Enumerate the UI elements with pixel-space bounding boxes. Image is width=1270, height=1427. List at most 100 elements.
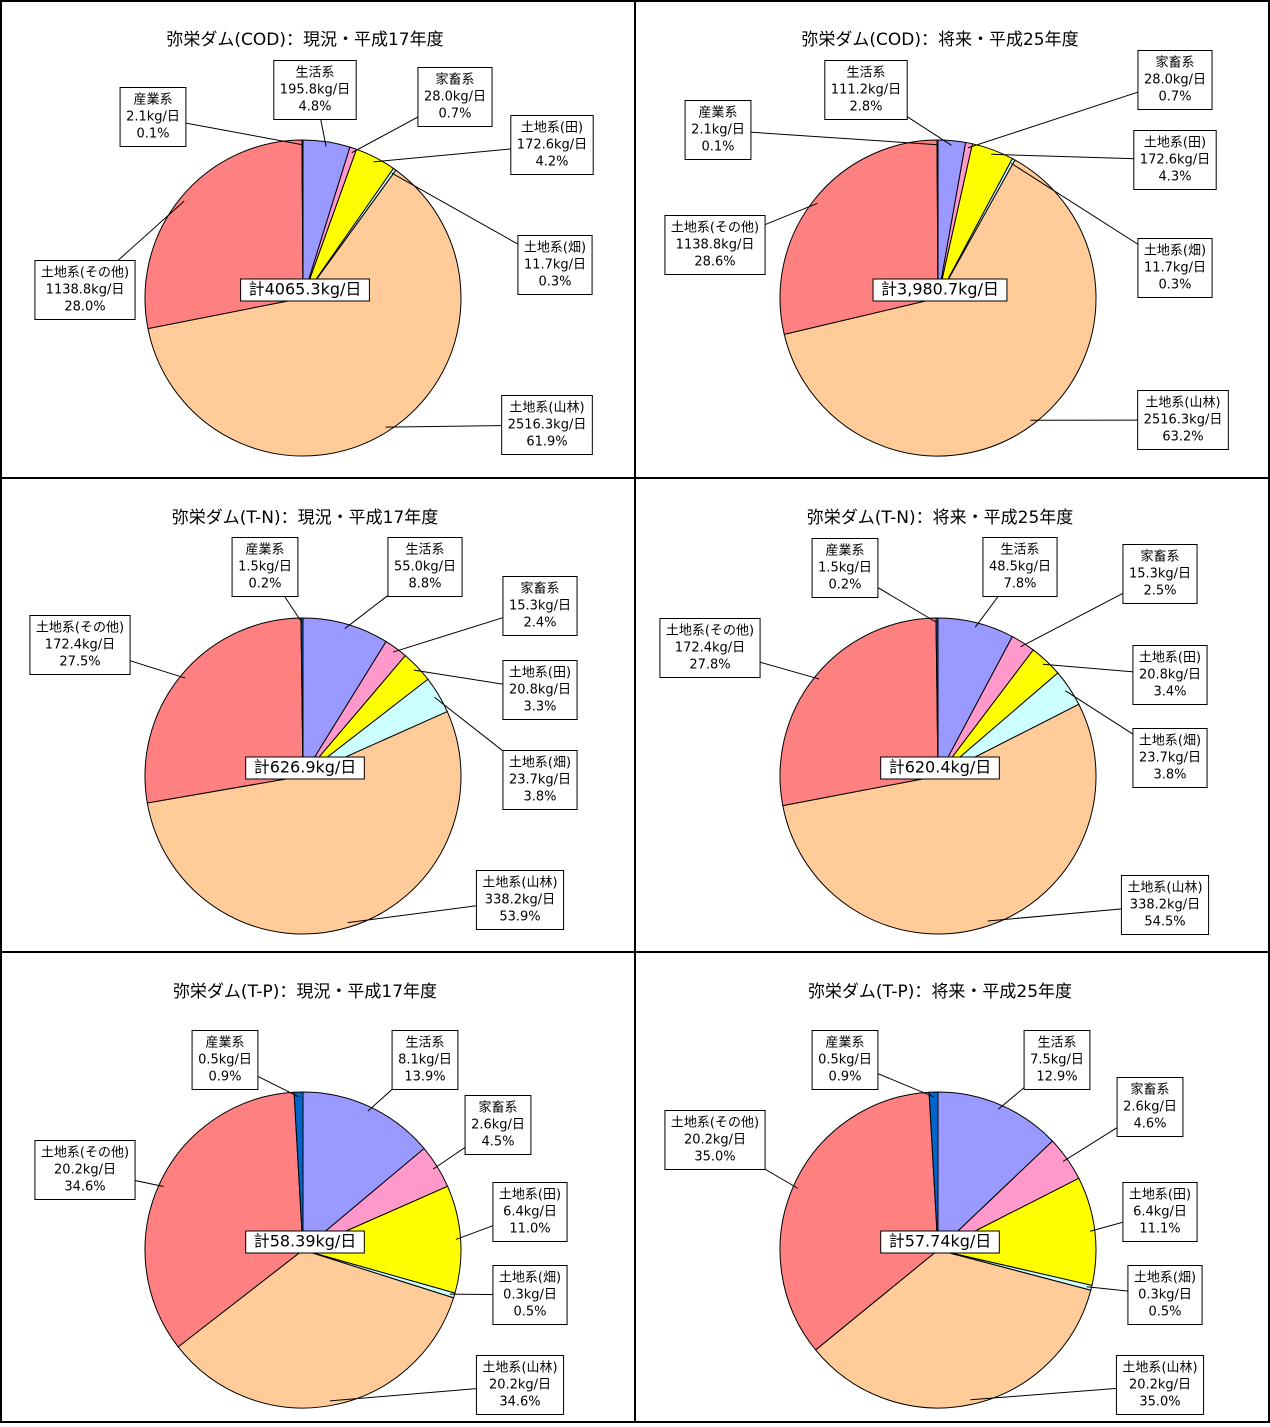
data-label: 産業系 <box>205 1035 244 1051</box>
total-label: 計4065.3kg/日 <box>249 280 362 299</box>
data-label: 土地系(畑) <box>509 756 571 771</box>
data-label: 土地系(山林) <box>1127 881 1202 896</box>
data-label: 4.2% <box>535 155 568 170</box>
data-label: 0.7% <box>438 107 471 122</box>
data-label: 28.6% <box>694 255 735 270</box>
data-label: 8.1kg/日 <box>398 1053 452 1068</box>
data-label: 338.2kg/日 <box>485 893 555 908</box>
data-label: 7.5kg/日 <box>1030 1053 1084 1068</box>
data-label: 12.9% <box>1036 1070 1077 1085</box>
data-label: 0.5% <box>1148 1305 1181 1320</box>
data-label: 0.1% <box>136 127 169 142</box>
data-label: 土地系(田) <box>521 121 583 136</box>
data-label: 土地系(田) <box>1144 136 1206 151</box>
chart-title: 弥栄ダム(COD)：将来・平成25年度 <box>801 30 1078 50</box>
data-label: 土地系(畑) <box>1134 1271 1196 1286</box>
data-label: 3.8% <box>1153 768 1186 783</box>
data-label: 3.8% <box>523 790 556 805</box>
data-label: 2.5% <box>1143 584 1176 599</box>
data-label: 34.6% <box>64 1180 105 1195</box>
data-label: 1138.8kg/日 <box>46 283 125 298</box>
data-label: 土地系(畑) <box>499 1271 561 1286</box>
data-label: 54.5% <box>1144 915 1185 930</box>
chart-title: 弥栄ダム(T-P)：将来・平成25年度 <box>808 982 1072 1002</box>
data-label: 172.4kg/日 <box>675 641 745 656</box>
data-label: 2.1kg/日 <box>691 123 745 138</box>
total-label: 計620.4kg/日 <box>889 758 992 777</box>
data-label: 0.9% <box>828 1070 861 1085</box>
data-label: 0.3% <box>1158 278 1191 293</box>
data-label: 土地系(山林) <box>1145 396 1220 411</box>
data-label: 土地系(その他) <box>36 621 124 636</box>
data-label: 土地系(山林) <box>1122 1361 1197 1376</box>
data-label: 0.5% <box>513 1305 546 1320</box>
data-label: 家畜系 <box>1130 1082 1169 1098</box>
data-label: 0.1% <box>701 140 734 155</box>
chart-title: 弥栄ダム(COD)：現況・平成17年度 <box>166 30 443 50</box>
data-label: 家畜系 <box>478 1100 517 1116</box>
data-label: 23.7kg/日 <box>509 773 571 788</box>
data-label: 27.5% <box>59 655 100 670</box>
data-label: 産業系 <box>133 92 172 108</box>
total-label: 計3,980.7kg/日 <box>881 280 999 299</box>
data-label: 4.8% <box>298 100 331 115</box>
data-label: 土地系(田) <box>499 1188 561 1203</box>
data-label: 35.0% <box>1139 1395 1180 1410</box>
data-label: 土地系(田) <box>509 666 571 681</box>
data-label: 20.2kg/日 <box>54 1163 116 1178</box>
data-label: 34.6% <box>499 1395 540 1410</box>
data-label: 0.2% <box>828 578 861 593</box>
data-label: 27.8% <box>689 658 730 673</box>
data-label: 産業系 <box>825 1035 864 1051</box>
data-label: 11.1% <box>1139 1222 1180 1237</box>
data-label: 6.4kg/日 <box>1133 1205 1187 1220</box>
data-label: 生活系 <box>405 1036 444 1051</box>
data-label: 20.2kg/日 <box>489 1378 551 1393</box>
data-label: 土地系(その他) <box>671 221 759 236</box>
data-label: 20.2kg/日 <box>684 1133 746 1148</box>
data-label: 2.4% <box>523 616 556 631</box>
data-label: 20.2kg/日 <box>1129 1378 1191 1393</box>
data-label: 28.0% <box>64 300 105 315</box>
data-label: 195.8kg/日 <box>280 83 350 98</box>
data-label: 土地系(畑) <box>1139 734 1201 749</box>
data-label: 1138.8kg/日 <box>676 238 755 253</box>
data-label: 11.7kg/日 <box>1144 261 1206 276</box>
data-label: 20.8kg/日 <box>1139 668 1201 683</box>
data-label: 15.3kg/日 <box>509 599 571 614</box>
data-label: 家畜系 <box>1140 549 1179 565</box>
data-label: 生活系 <box>295 66 334 81</box>
data-label: 11.0% <box>509 1222 550 1237</box>
data-label: 48.5kg/日 <box>989 560 1051 575</box>
data-label: 8.8% <box>408 577 441 592</box>
data-label: 0.7% <box>1158 90 1191 105</box>
data-label: 28.0kg/日 <box>424 90 486 105</box>
data-label: 61.9% <box>526 435 567 450</box>
data-label: 63.2% <box>1162 430 1203 445</box>
data-label: 産業系 <box>245 542 284 558</box>
data-label: 土地系(田) <box>1139 651 1201 666</box>
data-label: 11.7kg/日 <box>524 258 586 273</box>
data-label: 15.3kg/日 <box>1129 567 1191 582</box>
data-label: 1.5kg/日 <box>818 561 872 576</box>
data-label: 0.5kg/日 <box>818 1053 872 1068</box>
data-label: 3.4% <box>1153 685 1186 700</box>
data-label: 0.9% <box>208 1070 241 1085</box>
data-label: 0.2% <box>248 577 281 592</box>
data-label: 1.5kg/日 <box>238 560 292 575</box>
data-label: 4.5% <box>481 1135 514 1150</box>
data-label: 2516.3kg/日 <box>1144 413 1223 428</box>
data-label: 家畜系 <box>435 72 474 88</box>
data-label: 産業系 <box>698 105 737 121</box>
data-label: 6.4kg/日 <box>503 1205 557 1220</box>
data-label: 111.2kg/日 <box>831 83 901 98</box>
data-label: 土地系(その他) <box>666 624 754 639</box>
data-label: 13.9% <box>404 1070 445 1085</box>
data-label: 生活系 <box>405 543 444 558</box>
data-label: 55.0kg/日 <box>394 560 456 575</box>
data-label: 土地系(畑) <box>1144 244 1206 259</box>
total-label: 計626.9kg/日 <box>254 758 357 777</box>
data-label: 2.6kg/日 <box>1123 1100 1177 1115</box>
data-label: 2.8% <box>849 100 882 115</box>
